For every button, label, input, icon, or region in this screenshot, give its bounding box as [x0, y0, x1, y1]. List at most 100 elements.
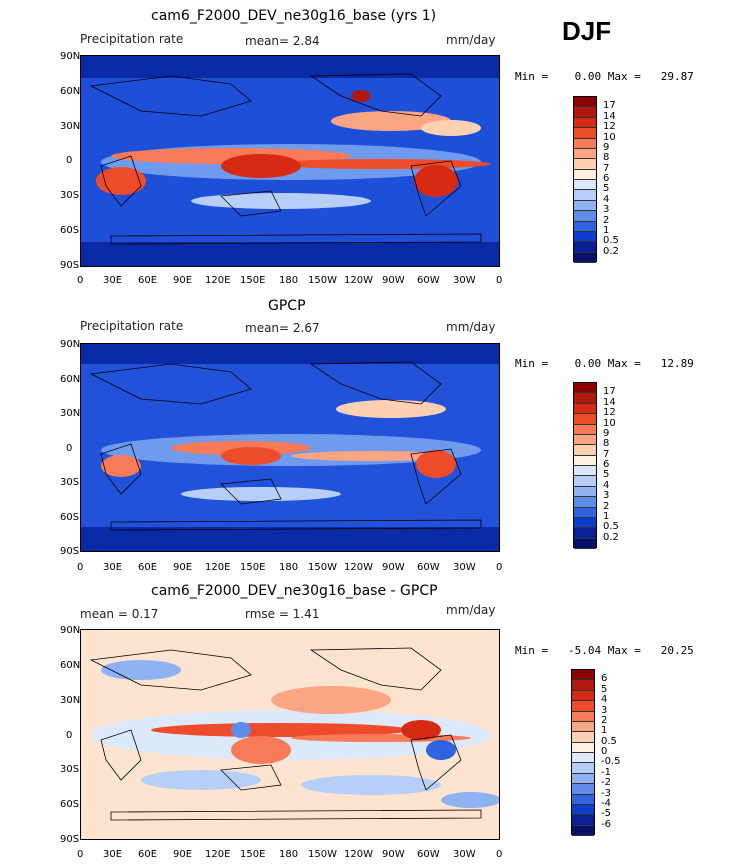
- lon-tick: 120W: [344, 562, 373, 573]
- colorbar-label: 3: [601, 704, 608, 716]
- colorbar-swatch: [572, 742, 594, 753]
- colorbar-label: 2: [603, 214, 610, 226]
- colorbar-swatch: [572, 763, 594, 774]
- min-max-label: Min = -5.04 Max = 20.25: [515, 644, 694, 657]
- lon-tick: 60E: [138, 275, 158, 286]
- colorbar-label: 3: [603, 490, 610, 502]
- lat-tick: 0: [66, 155, 73, 166]
- colorbar-swatch: [574, 486, 596, 498]
- colorbar-label: 14: [603, 396, 616, 408]
- colorbar-label: -1: [601, 766, 611, 778]
- colorbar-label: -4: [601, 797, 611, 809]
- mean-label: mean= 2.67: [245, 321, 320, 335]
- colorbar-label: -2: [601, 777, 611, 789]
- colorbar-label: 0: [601, 746, 608, 757]
- lat-tick: 60S: [60, 799, 80, 810]
- colorbar-swatch: [574, 242, 596, 253]
- colorbar-swatch: [574, 434, 596, 446]
- colorbar-label: 0.5: [603, 235, 619, 247]
- colorbar-swatch: [572, 804, 594, 816]
- colorbar-swatch: [574, 169, 596, 180]
- colorbar-swatch: [572, 721, 594, 733]
- colorbar-swatch: [574, 455, 596, 466]
- lon-tick: 150E: [240, 275, 266, 286]
- colorbar-label: 4: [603, 193, 610, 205]
- colorbar-label: 17: [603, 386, 616, 398]
- lat-tick: 30S: [60, 190, 80, 201]
- lon-tick: 120E: [205, 562, 231, 573]
- lon-tick: 180: [279, 275, 299, 286]
- map-canvas: [81, 630, 499, 839]
- colorbar-swatch: [574, 538, 596, 549]
- lon-tick: 180: [279, 562, 299, 573]
- mean-label: mean = 0.17: [80, 607, 159, 621]
- colorbar-swatch: [574, 252, 596, 263]
- colorbar-swatch: [572, 690, 594, 702]
- lon-tick: 60W: [417, 562, 440, 573]
- mean-label: mean= 2.84: [245, 34, 320, 48]
- colorbar-swatch: [574, 528, 596, 539]
- lon-tick: 180: [279, 849, 299, 860]
- colorbar: [573, 382, 597, 549]
- lon-tick: 150W: [308, 562, 337, 573]
- colorbar-swatch: [574, 138, 596, 149]
- colorbar-label: 5: [603, 183, 610, 195]
- colorbar-swatch: [574, 507, 596, 518]
- colorbar-swatch: [572, 701, 594, 712]
- panel-model: cam6_F2000_DEV_ne30g16_base (yrs 1) Prec…: [0, 0, 733, 290]
- colorbar-swatch: [574, 445, 596, 456]
- lon-tick: 30E: [103, 275, 123, 286]
- panel-title: GPCP: [268, 298, 306, 314]
- colorbar-swatch: [574, 221, 596, 232]
- colorbar-label: 9: [603, 141, 610, 153]
- colorbar-label: -6: [601, 818, 611, 830]
- lat-tick: 0: [66, 443, 73, 454]
- lon-tick: 60W: [417, 849, 440, 860]
- lon-tick: 0: [496, 562, 503, 573]
- lat-tick: 90N: [60, 625, 81, 636]
- lat-tick: 90N: [60, 51, 81, 62]
- min-max-label: Min = 0.00 Max = 29.87: [515, 70, 694, 83]
- lon-tick: 90E: [173, 849, 193, 860]
- lat-tick: 60N: [60, 86, 81, 97]
- lon-tick: 150W: [308, 275, 337, 286]
- lon-tick: 90W: [382, 849, 405, 860]
- precip-map: [80, 55, 500, 267]
- colorbar-swatch: [574, 403, 596, 415]
- colorbar-swatch: [574, 200, 596, 212]
- colorbar-label: 8: [603, 438, 610, 450]
- colorbar-label: 4: [601, 694, 608, 706]
- lat-tick: 30S: [60, 477, 80, 488]
- colorbar-swatch: [572, 680, 594, 691]
- colorbar-label: 1: [603, 224, 610, 236]
- lon-tick: 150E: [240, 849, 266, 860]
- colorbar-label: 1: [601, 725, 608, 737]
- colorbar-label: 10: [603, 417, 616, 429]
- colorbar-label: 14: [603, 110, 616, 122]
- lon-tick: 0: [496, 849, 503, 860]
- map-canvas: [81, 344, 499, 551]
- colorbar-swatch: [574, 148, 596, 160]
- colorbar-label: -5: [601, 808, 611, 820]
- lon-tick: 0: [77, 562, 84, 573]
- lat-tick: 90S: [60, 546, 80, 557]
- lon-tick: 90W: [382, 275, 405, 286]
- lon-tick: 90W: [382, 562, 405, 573]
- panel-diff: cam6_F2000_DEV_ne30g16_base - GPCP mean …: [0, 578, 733, 866]
- colorbar-label: 9: [603, 427, 610, 439]
- lat-tick: 0: [66, 730, 73, 741]
- lon-tick: 30W: [453, 562, 476, 573]
- colorbar-swatch: [572, 753, 594, 764]
- colorbar-label: 2: [603, 500, 610, 512]
- colorbar-label: 4: [603, 479, 610, 491]
- colorbar-swatch: [572, 773, 594, 785]
- lat-tick: 30S: [60, 764, 80, 775]
- lon-tick: 120W: [344, 849, 373, 860]
- colorbar-label: 5: [601, 683, 608, 695]
- panel-title: cam6_F2000_DEV_ne30g16_base - GPCP: [151, 583, 438, 599]
- colorbar-label: 7: [603, 162, 610, 174]
- lon-tick: 0: [77, 275, 84, 286]
- lon-tick: 30W: [453, 275, 476, 286]
- panel-obs: GPCP Precipitation rate mean= 2.67 mm/da…: [0, 290, 733, 580]
- colorbar-swatch: [574, 128, 596, 139]
